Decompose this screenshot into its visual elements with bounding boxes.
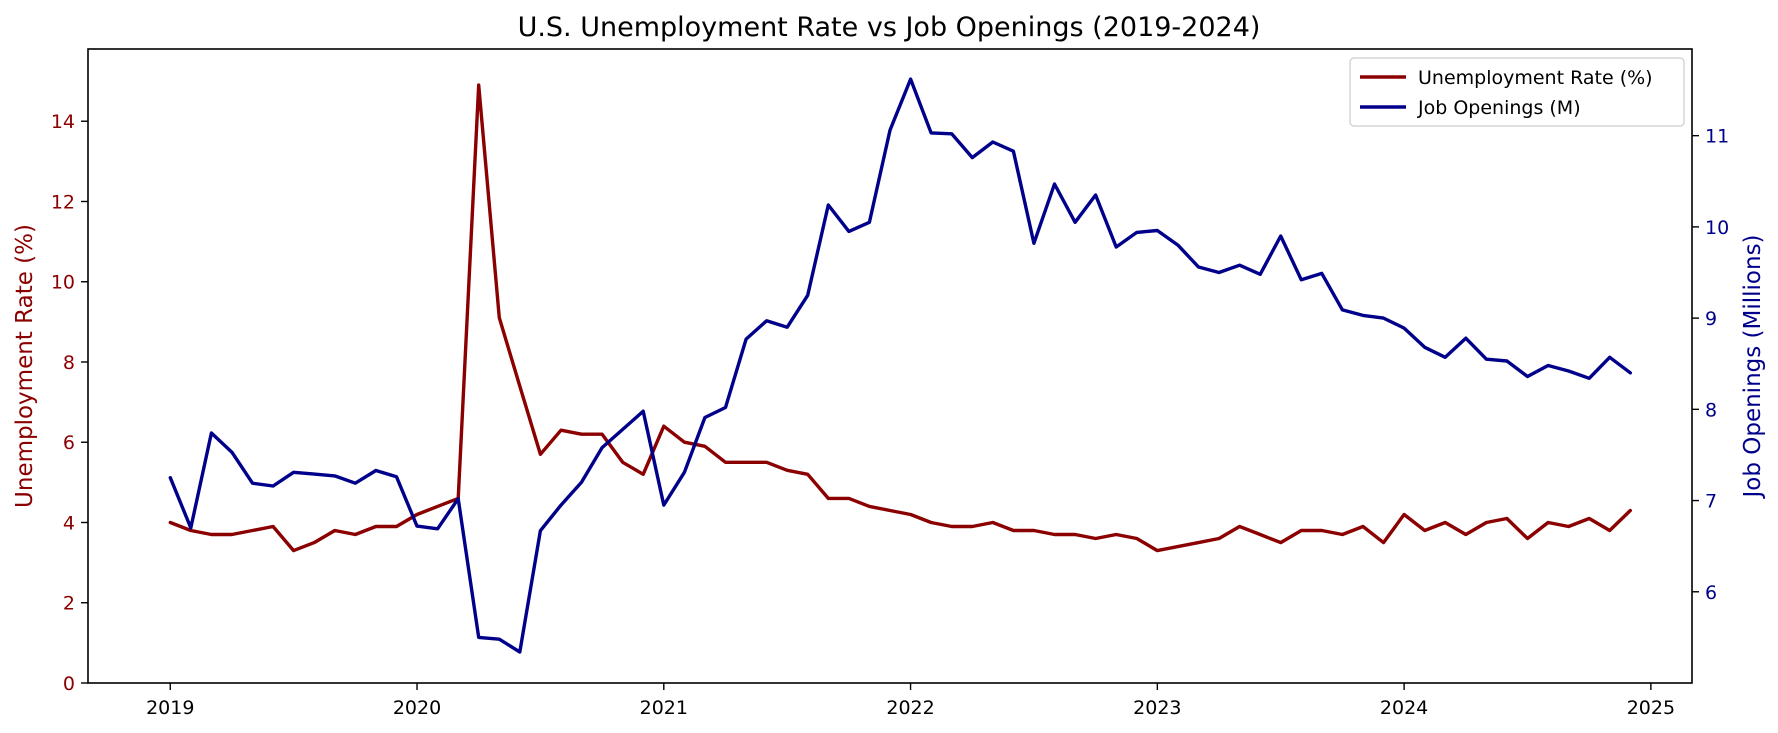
y-left-tick-label: 10 [51, 272, 75, 294]
y-right-tick-label: 8 [1705, 399, 1717, 421]
x-tick-label: 2019 [146, 697, 194, 719]
y-right-tick-label: 11 [1705, 126, 1729, 148]
y-left-tick-label: 4 [63, 512, 75, 534]
y-axis-right: 6 7 8 9 10 11 [1692, 126, 1729, 604]
x-tick-label: 2025 [1627, 697, 1675, 719]
y-left-tick-label: 14 [51, 111, 75, 133]
y-left-tick-label: 0 [63, 673, 75, 695]
legend-label-job-openings: Job Openings (M) [1417, 97, 1581, 119]
plot-series-group [168, 77, 1633, 654]
x-tick-label: 2021 [640, 697, 688, 719]
legend: Unemployment Rate (%) Job Openings (M) [1349, 57, 1685, 127]
y-axis-left-title: Unemployment Rate (%) [12, 224, 38, 508]
y-axis-left: 0 2 4 6 8 10 12 14 [51, 111, 88, 695]
y-left-tick-label: 2 [63, 593, 75, 615]
y-right-tick-label: 10 [1705, 217, 1729, 239]
chart-title: U.S. Unemployment Rate vs Job Openings (… [518, 12, 1261, 43]
x-tick-label: 2024 [1380, 697, 1428, 719]
y-left-tick-label: 6 [63, 432, 75, 454]
y-right-tick-label: 6 [1705, 582, 1717, 604]
y-left-tick-label: 12 [51, 191, 75, 213]
series-line-job-openings [168, 77, 1633, 654]
x-tick-label: 2023 [1133, 697, 1181, 719]
legend-box [1349, 57, 1685, 127]
plot-frame [87, 48, 1693, 684]
y-left-tick-label: 8 [63, 352, 75, 374]
y-axis-right-title: Job Openings (Millions) [1740, 234, 1766, 499]
x-axis: 2019 2020 2021 2022 2023 2024 2025 [146, 683, 1675, 719]
x-tick-label: 2020 [393, 697, 441, 719]
y-right-tick-label: 9 [1705, 308, 1717, 330]
x-tick-label: 2022 [886, 697, 934, 719]
legend-label-unemployment: Unemployment Rate (%) [1418, 67, 1653, 89]
y-right-tick-label: 7 [1705, 491, 1717, 513]
